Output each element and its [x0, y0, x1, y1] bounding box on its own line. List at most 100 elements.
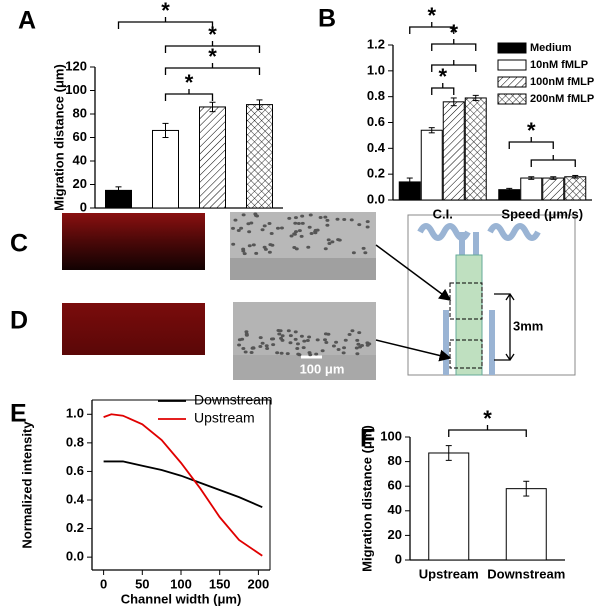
y-tick-label: 40: [73, 152, 87, 167]
cell: [262, 245, 267, 249]
significance-star: *: [185, 70, 194, 95]
legend-swatch: [497, 59, 527, 71]
cell: [292, 232, 297, 236]
cell: [363, 251, 368, 255]
cell: [249, 350, 254, 354]
bar: [428, 452, 470, 561]
y-tick-label: 0.2: [66, 520, 84, 535]
cell: [295, 342, 300, 346]
cell: [297, 229, 302, 233]
cell: [361, 246, 366, 250]
arrow: [375, 244, 452, 301]
y-axis-label: Migration distance (μm): [359, 425, 374, 572]
significance-star: *: [427, 3, 436, 28]
cell: [244, 330, 249, 334]
cell: [293, 330, 298, 334]
cell: [365, 225, 370, 229]
distance-arrow: [494, 293, 515, 361]
legend-label: 200nM fMLP: [530, 93, 594, 105]
cell: [341, 351, 346, 355]
cell: [300, 214, 305, 218]
brightfield-image: [233, 355, 376, 380]
cell: [258, 336, 263, 340]
x-tick-label: Speed (μm/s): [501, 206, 583, 221]
legend-swatch: [497, 76, 527, 88]
bar: [199, 106, 226, 209]
x-tick-label: 150: [209, 576, 231, 591]
cell: [342, 346, 347, 350]
panel-label: E: [10, 400, 27, 428]
x-tick-label: Downstream: [487, 566, 565, 581]
cell: [296, 221, 301, 225]
bar: [505, 488, 547, 561]
y-tick-label: 60: [73, 129, 87, 144]
legend-label: 10nM fMLP: [530, 59, 588, 71]
x-tick-label: Upstream: [419, 566, 479, 581]
y-tick-label: 100: [380, 428, 402, 443]
cell: [305, 339, 310, 343]
y-axis-label: Normalized intensity: [19, 421, 34, 549]
line: [103, 413, 263, 557]
panel-label: B: [318, 5, 336, 33]
x-tick-label: C.I.: [433, 206, 453, 221]
cell: [241, 213, 246, 217]
y-tick-label: 40: [388, 502, 402, 517]
cell: [349, 218, 354, 222]
panel-label: C: [10, 230, 28, 258]
cell: [237, 343, 242, 347]
line: [103, 460, 263, 508]
x-tick-label: 50: [135, 576, 149, 591]
cell: [294, 230, 299, 234]
significance-star: *: [449, 20, 458, 45]
cell: [357, 331, 362, 335]
y-tick-label: 0.6: [367, 114, 385, 129]
cell: [327, 241, 332, 245]
cell: [287, 216, 292, 220]
bar: [542, 177, 565, 201]
cell: [347, 332, 352, 336]
y-tick-label: 80: [73, 105, 87, 120]
cell: [323, 247, 328, 251]
cell: [356, 342, 361, 346]
cell: [262, 224, 267, 228]
cell: [239, 226, 244, 230]
significance-star: *: [208, 44, 217, 69]
cell: [335, 217, 340, 221]
cell: [320, 349, 325, 353]
significance-bracket: [117, 17, 214, 29]
y-tick-label: 0: [395, 551, 402, 566]
cell: [336, 348, 341, 352]
cell: [326, 332, 331, 336]
cell: [355, 352, 360, 356]
cell: [258, 344, 263, 348]
cell: [271, 343, 276, 347]
legend-label: 100nM fMLP: [530, 76, 594, 88]
cell: [324, 340, 329, 344]
bar: [246, 104, 273, 209]
cell: [293, 216, 298, 220]
cell: [288, 334, 293, 338]
cell: [285, 352, 290, 356]
bar: [152, 129, 179, 209]
cell: [309, 231, 314, 235]
cell: [355, 338, 360, 342]
significance-star: *: [208, 22, 217, 47]
cell: [267, 250, 272, 254]
fluorescence-image: [62, 303, 205, 355]
y-tick-label: 1.0: [367, 62, 385, 77]
cell: [365, 343, 370, 347]
main-channel: [455, 254, 483, 376]
cell: [350, 329, 355, 333]
y-tick-label: 0.6: [66, 463, 84, 478]
cell: [277, 332, 282, 336]
cell: [264, 344, 269, 348]
legend-label: Medium: [530, 42, 572, 54]
cell: [230, 226, 235, 230]
cell: [271, 337, 276, 341]
bar: [464, 97, 487, 201]
cell: [357, 223, 362, 227]
cell: [247, 230, 252, 234]
cell: [308, 353, 313, 357]
y-tick-label: 0.4: [367, 140, 386, 155]
